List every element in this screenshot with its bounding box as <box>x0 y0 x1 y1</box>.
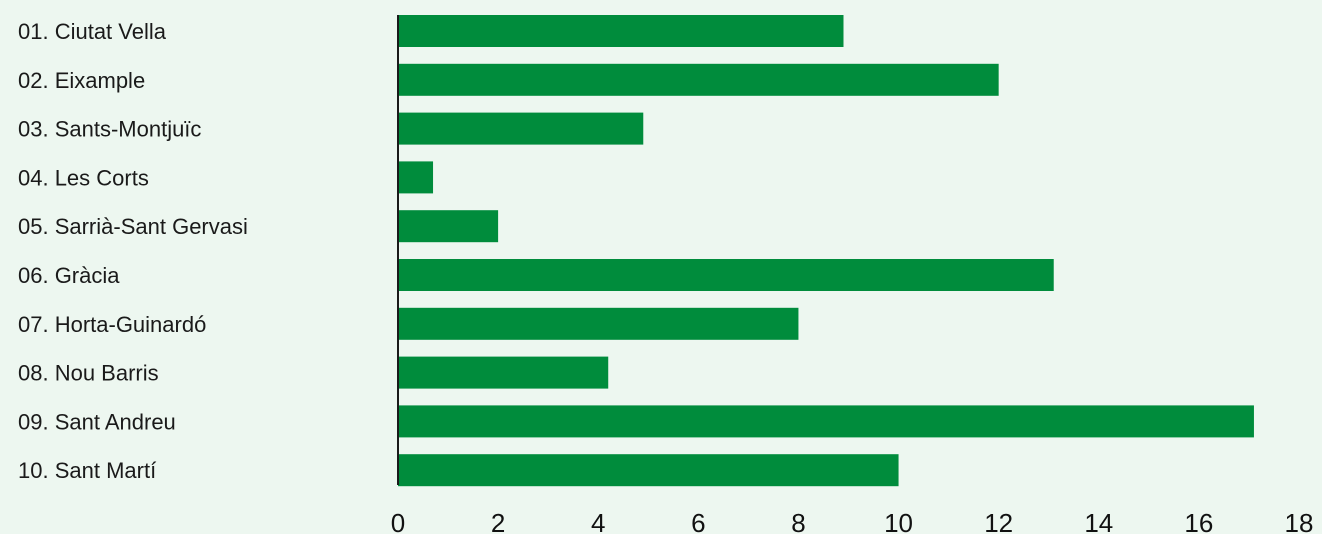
x-tick-label-16: 16 <box>1184 508 1213 534</box>
x-tick-label-18: 18 <box>1285 508 1314 534</box>
x-tick-label-0: 0 <box>391 508 405 534</box>
bar-8 <box>398 356 609 389</box>
x-tick-label-6: 6 <box>691 508 705 534</box>
bar-7 <box>398 307 799 340</box>
bar-5 <box>398 210 499 243</box>
category-labels: 01. Ciutat Vella 02. Eixample 03. Sants-Mo… <box>18 19 248 483</box>
category-label-8: 08. Nou Barris <box>18 361 159 386</box>
x-tick-label-2: 2 <box>491 508 505 534</box>
category-label-5: 05. Sarrià-Sant Gervasi <box>18 214 248 239</box>
bar-9 <box>398 405 1254 438</box>
bar-3 <box>398 112 644 145</box>
bar-6 <box>398 259 1054 291</box>
x-tick-label-8: 8 <box>791 508 805 534</box>
category-label-1: 01. Ciutat Vella <box>18 19 167 44</box>
x-tick-label-12: 12 <box>984 508 1013 534</box>
bar-1 <box>398 15 844 47</box>
bar-2 <box>398 63 999 96</box>
x-tick-label-4: 4 <box>591 508 605 534</box>
category-label-9: 09. Sant Andreu <box>18 409 176 434</box>
bar-4 <box>398 161 434 194</box>
category-label-7: 07. Horta-Guinardó <box>18 312 206 337</box>
category-label-2: 02. Eixample <box>18 68 145 93</box>
x-tick-label-14: 14 <box>1084 508 1113 534</box>
bar-10 <box>398 454 899 487</box>
x-tick-label-10: 10 <box>884 508 913 534</box>
category-label-3: 03. Sants-Montjuïc <box>18 117 201 142</box>
category-label-6: 06. Gràcia <box>18 263 120 288</box>
category-label-4: 04. Les Corts <box>18 165 149 190</box>
x-axis-ticks: 0 2 4 6 8 10 12 14 16 18 <box>391 508 1314 534</box>
category-label-10: 10. Sant Martí <box>18 458 156 483</box>
bars-layer <box>398 15 1254 487</box>
